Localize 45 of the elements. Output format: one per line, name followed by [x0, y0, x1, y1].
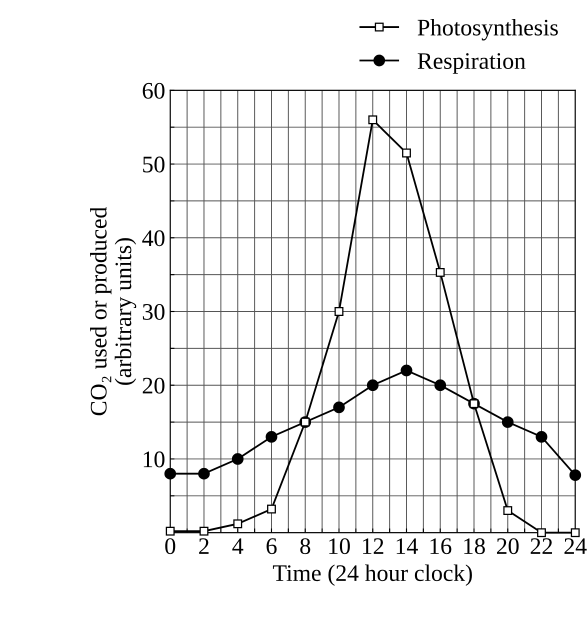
point: [166, 526, 175, 536]
x-tick-label: 0: [165, 538, 176, 554]
y-axis-title: CO₂ used or produced (arbitrary units): [90, 207, 136, 416]
point: [366, 379, 379, 392]
point: [537, 528, 546, 538]
point: [334, 307, 344, 316]
point: [164, 468, 176, 480]
x-tick-label: 20: [496, 538, 519, 554]
x-tick-label: 12: [363, 538, 384, 554]
x-tick-label: 10: [329, 538, 350, 554]
point: [333, 402, 345, 414]
y-tick-label: 50: [143, 156, 164, 172]
legend-label: Photosynthesis: [418, 18, 558, 40]
point: [570, 528, 580, 538]
point: [569, 469, 582, 481]
point: [502, 416, 514, 428]
x-tick-label: 8: [300, 538, 310, 554]
y-tick-label: 40: [142, 230, 164, 246]
y-tick-label: 10: [144, 451, 164, 468]
x-tick-label: 4: [232, 538, 244, 554]
legend-label: Respiration: [418, 53, 526, 74]
x-axis-title: Time (24 hour clock): [272, 564, 472, 586]
y-tick-label: 60: [142, 82, 164, 99]
point: [368, 115, 378, 124]
y-tick-label: 30: [142, 304, 164, 320]
point: [266, 430, 278, 443]
point: [198, 468, 210, 480]
x-tick-label: 14: [396, 538, 418, 554]
x-tick-label: 22: [530, 538, 552, 554]
x-tick-label: 2: [199, 538, 209, 554]
point: [434, 379, 446, 392]
point: [200, 526, 208, 536]
point: [436, 268, 445, 277]
x-tick-label: 6: [266, 538, 277, 554]
point: [400, 364, 412, 376]
point: [267, 504, 276, 514]
x-tick-label: 24: [564, 538, 587, 554]
y-tick-label: 20: [142, 378, 164, 394]
point: [503, 506, 512, 515]
point: [536, 430, 548, 443]
point: [402, 148, 411, 158]
point: [233, 519, 242, 528]
point: [232, 453, 244, 465]
x-tick-label: 18: [464, 538, 485, 554]
x-tick-label: 16: [430, 538, 452, 554]
